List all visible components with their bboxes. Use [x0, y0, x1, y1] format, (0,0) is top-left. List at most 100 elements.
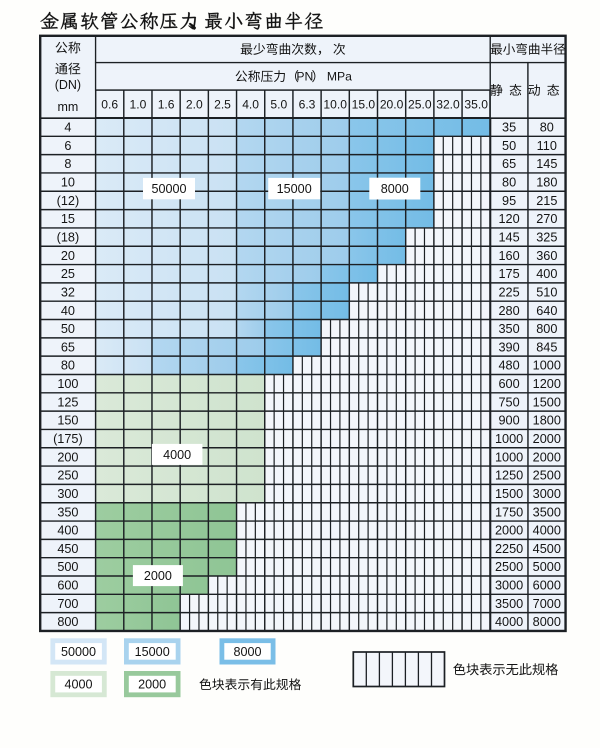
svg-text:15000: 15000	[135, 645, 170, 659]
svg-text:325: 325	[536, 231, 557, 245]
svg-text:80: 80	[502, 176, 516, 190]
svg-text:8000: 8000	[381, 182, 409, 196]
svg-text:200: 200	[57, 450, 78, 464]
svg-text:6000: 6000	[533, 579, 561, 593]
svg-text:32: 32	[61, 285, 75, 299]
svg-text:20: 20	[61, 249, 75, 263]
svg-text:MPa: MPa	[327, 70, 352, 84]
svg-text:350: 350	[57, 505, 78, 519]
svg-text:50: 50	[61, 322, 75, 336]
svg-text:270: 270	[536, 212, 557, 226]
svg-text:400: 400	[536, 267, 557, 281]
svg-text:225: 225	[499, 285, 520, 299]
svg-text:20.0: 20.0	[380, 97, 404, 111]
svg-text:250: 250	[57, 469, 78, 483]
svg-text:10: 10	[61, 176, 75, 190]
svg-text:4.0: 4.0	[242, 97, 259, 111]
svg-text:845: 845	[536, 340, 557, 354]
svg-text:150: 150	[57, 414, 78, 428]
svg-text:450: 450	[57, 542, 78, 556]
svg-text:35.0: 35.0	[464, 97, 488, 111]
svg-text:350: 350	[499, 322, 520, 336]
svg-text:15000: 15000	[277, 182, 312, 196]
svg-text:mm: mm	[57, 100, 78, 114]
svg-text:1500: 1500	[533, 395, 561, 409]
svg-text:510: 510	[536, 285, 557, 299]
svg-text:6: 6	[64, 139, 71, 153]
svg-text:8000: 8000	[533, 615, 561, 629]
svg-text:95: 95	[502, 194, 516, 208]
svg-text:1500: 1500	[495, 487, 523, 501]
svg-text:0.6: 0.6	[101, 97, 118, 111]
svg-text:700: 700	[57, 597, 78, 611]
svg-text:145: 145	[536, 157, 557, 171]
svg-text:2.5: 2.5	[214, 97, 231, 111]
svg-text:5000: 5000	[533, 560, 561, 574]
svg-text:50: 50	[502, 139, 516, 153]
svg-text:65: 65	[61, 340, 75, 354]
svg-text:4: 4	[64, 121, 71, 135]
svg-text:1250: 1250	[495, 469, 523, 483]
svg-text:4000: 4000	[495, 615, 523, 629]
svg-text:4500: 4500	[533, 542, 561, 556]
svg-text:1000: 1000	[533, 359, 561, 373]
svg-text:50000: 50000	[151, 182, 186, 196]
svg-text:1000: 1000	[495, 432, 523, 446]
svg-text:500: 500	[57, 560, 78, 574]
svg-text:(175): (175)	[53, 432, 83, 446]
svg-text:1800: 1800	[533, 414, 561, 428]
svg-text:175: 175	[499, 267, 520, 281]
svg-text:3000: 3000	[495, 579, 523, 593]
svg-text:4000: 4000	[64, 678, 92, 692]
svg-text:80: 80	[61, 359, 75, 373]
svg-text:800: 800	[536, 322, 557, 336]
svg-text:(12): (12)	[57, 194, 80, 208]
svg-text:1.0: 1.0	[129, 97, 146, 111]
svg-text:2000: 2000	[144, 569, 172, 583]
svg-text:100: 100	[57, 377, 78, 391]
svg-text:2250: 2250	[495, 542, 523, 556]
svg-text:32.0: 32.0	[436, 97, 460, 111]
svg-text:1200: 1200	[533, 377, 561, 391]
svg-text:360: 360	[536, 249, 557, 263]
svg-text:2500: 2500	[533, 469, 561, 483]
svg-text:400: 400	[57, 524, 78, 538]
svg-text:(DN): (DN)	[55, 78, 81, 92]
svg-text:2000: 2000	[495, 524, 523, 538]
svg-text:PN: PN	[296, 70, 313, 84]
svg-text:3000: 3000	[533, 487, 561, 501]
svg-text:1.6: 1.6	[158, 97, 175, 111]
svg-text:300: 300	[57, 487, 78, 501]
svg-text:600: 600	[499, 377, 520, 391]
svg-text:35: 35	[502, 121, 516, 135]
svg-text:480: 480	[499, 359, 520, 373]
svg-text:3500: 3500	[495, 597, 523, 611]
svg-text:7000: 7000	[533, 597, 561, 611]
svg-text:8: 8	[64, 157, 71, 171]
svg-text:10.0: 10.0	[323, 97, 347, 111]
svg-text:2000: 2000	[533, 432, 561, 446]
svg-text:65: 65	[502, 157, 516, 171]
svg-text:750: 750	[499, 395, 520, 409]
svg-text:4000: 4000	[533, 524, 561, 538]
svg-text:145: 145	[499, 231, 520, 245]
svg-text:2000: 2000	[533, 450, 561, 464]
svg-text:15: 15	[61, 212, 75, 226]
svg-text:1750: 1750	[495, 505, 523, 519]
svg-text:640: 640	[536, 304, 557, 318]
svg-text:25.0: 25.0	[408, 97, 432, 111]
svg-text:2500: 2500	[495, 560, 523, 574]
svg-text:(18): (18)	[57, 231, 80, 245]
svg-text:215: 215	[536, 194, 557, 208]
svg-text:25: 25	[61, 267, 75, 281]
svg-text:80: 80	[540, 121, 554, 135]
svg-text:600: 600	[57, 579, 78, 593]
svg-text:125: 125	[57, 395, 78, 409]
svg-text:120: 120	[499, 212, 520, 226]
svg-text:4000: 4000	[163, 448, 191, 462]
svg-text:15.0: 15.0	[352, 97, 376, 111]
svg-text:50000: 50000	[61, 645, 96, 659]
svg-text:2.0: 2.0	[186, 97, 203, 111]
svg-text:160: 160	[499, 249, 520, 263]
svg-text:180: 180	[536, 176, 557, 190]
